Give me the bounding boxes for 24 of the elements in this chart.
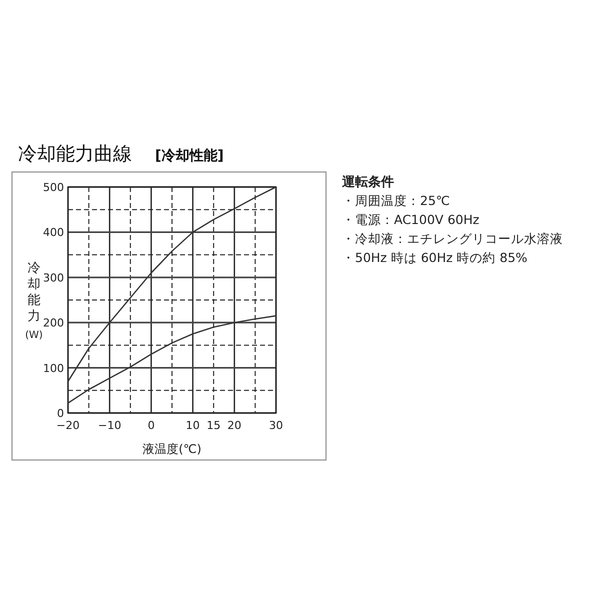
x-tick-label: −10	[98, 419, 122, 432]
y-tick-label: 300	[43, 271, 64, 284]
x-axis-title: 液温度(℃)	[142, 442, 202, 456]
text: ・50Hz 時は 60Hz 時の約 85%	[342, 250, 528, 265]
x-tick-label: −20	[56, 419, 80, 432]
y-tick-label: 500	[43, 181, 64, 194]
x-tick-label: 10	[186, 419, 200, 432]
x-tick-label: 30	[269, 419, 283, 432]
text: 運転条件	[341, 175, 394, 190]
y-tick-label: 200	[43, 316, 64, 330]
y-tick-label: 0	[57, 407, 64, 420]
y-axis-title: 冷却能力 (W)	[25, 261, 43, 341]
text: ・冷却液：エチレングリコール水溶液	[342, 231, 563, 246]
x-tick-label: 20	[227, 419, 242, 432]
line-series	[67, 186, 277, 382]
text: ・電源：AC100V 60Hz	[342, 212, 480, 227]
chart-title: 冷却能力曲線	[18, 143, 132, 165]
x-tick-label: 15	[206, 419, 221, 432]
text: ・周囲温度：25℃	[342, 193, 450, 208]
y-tick-label: 100	[43, 362, 64, 375]
y-tick-label: 400	[43, 226, 64, 240]
chart-subtitle: [冷却性能]	[155, 148, 224, 164]
line-series	[67, 315, 277, 404]
x-tick-label: 0	[148, 419, 155, 432]
